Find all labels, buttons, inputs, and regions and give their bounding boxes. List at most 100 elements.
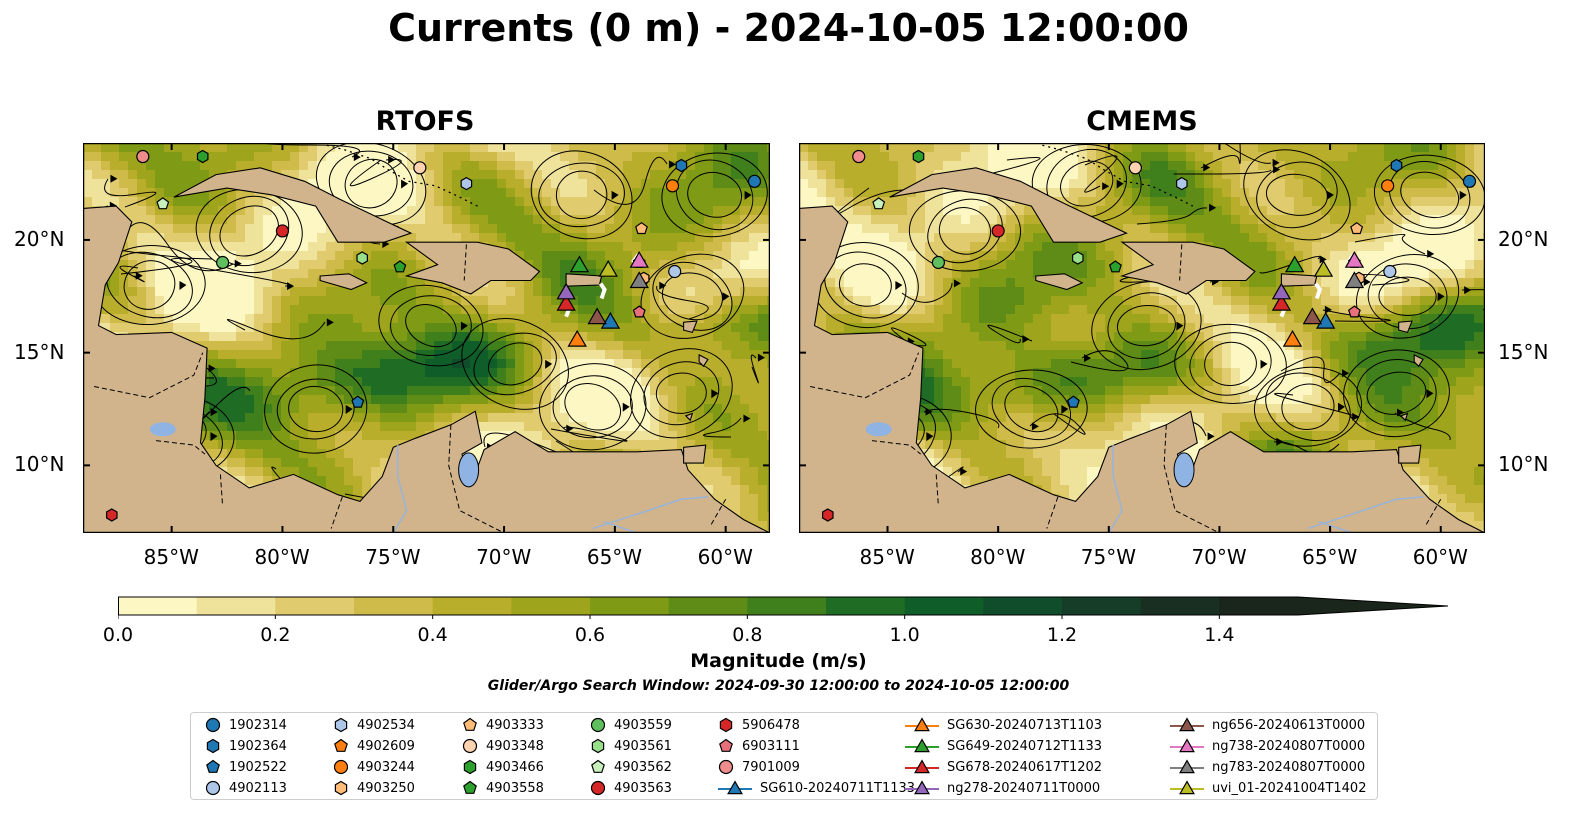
glider-uvi_01-20241004T1402: [598, 259, 618, 277]
lon-tick-label: 65°W: [586, 545, 643, 569]
colorbar-segment: [747, 597, 827, 615]
legend-item: 4903333: [462, 715, 544, 735]
colorbar-segment: [432, 597, 512, 615]
argo-float-4902534: [1176, 176, 1188, 191]
lon-tick-label: 80°W: [254, 545, 310, 569]
glider-legend-marker-icon: [1170, 717, 1204, 732]
legend-symbol: [914, 780, 930, 795]
lon-tick-label: 65°W: [1302, 545, 1358, 569]
legend-item: uvi_01-20241004T1402: [1170, 778, 1366, 798]
lon-tick-label: 60°W: [1412, 545, 1468, 569]
argo-float-4903558: [1108, 260, 1122, 273]
legend-symbol: [463, 759, 477, 775]
colorbar: [118, 596, 1449, 619]
legend-item-label: SG610-20240711T1133: [760, 780, 916, 796]
lon-tick-label: 75°W: [365, 545, 421, 569]
legend-item: SG649-20240712T1133: [905, 736, 1102, 756]
colorbar-segment: [1062, 597, 1142, 615]
colorbar-segment: [511, 597, 591, 615]
argo-float-4903562: [872, 197, 886, 210]
legend-item-label: 6903111: [742, 738, 800, 754]
legend-item-label: ng278-20240711T0000: [947, 780, 1101, 796]
land: [83, 143, 770, 533]
search-window-text: Glider/Argo Search Window: 2024-09-30 12…: [487, 678, 1070, 694]
rtofs-map: [83, 143, 770, 533]
rivers: [1108, 445, 1424, 533]
lat-tick-label: 20°N: [14, 226, 65, 251]
legend-item-label: 4902113: [229, 780, 287, 796]
legend-symbol: [727, 780, 743, 795]
argo-legend-marker-icon: [334, 780, 348, 796]
legend-symbol: [334, 780, 348, 796]
colorbar-segment: [1140, 597, 1220, 615]
legend-item-label: 1902364: [229, 738, 287, 754]
argo-float-5906478: [106, 508, 118, 522]
legend-item: 6903111: [718, 736, 800, 756]
lon-tick-label: 70°W: [1191, 545, 1247, 569]
colorbar-segment: [1219, 597, 1299, 615]
glider-legend-marker-icon: [1170, 780, 1204, 795]
legend-item: 4903558: [462, 778, 544, 798]
glider-SG678-20240617T1202: [1271, 293, 1292, 311]
country-borders: [810, 244, 1442, 533]
legend-item: SG610-20240711T1133: [718, 778, 915, 798]
legend-item: 4903562: [590, 757, 672, 777]
argo-float-4903561: [356, 251, 368, 265]
colorbar-tick-label: 0.6: [574, 624, 606, 646]
glider-ng656-20240613T0000: [1302, 307, 1323, 325]
legend-item-label: 4903559: [614, 717, 672, 733]
argo-float-4903558: [393, 260, 407, 273]
argo-float-4903333: [1350, 221, 1364, 235]
argo-float-4903244: [1381, 179, 1395, 193]
colorbar-tick-label: 1.0: [889, 624, 920, 646]
argo-float-4903244: [665, 179, 680, 193]
colorbar-tick-label: 1.2: [1046, 624, 1078, 646]
glider-legend-marker-icon: [1170, 738, 1204, 753]
lake-maracaibo: [1173, 452, 1195, 488]
legend-item-label: 5906478: [742, 717, 800, 733]
argo-legend-marker-icon: [333, 759, 349, 775]
argo-float-1902314: [1462, 174, 1477, 188]
glider-ng278-20240711T0000: [556, 282, 576, 300]
colorbar-tick-label: 0.8: [732, 624, 763, 646]
legend-symbol: [914, 738, 930, 753]
bahamas-islands: [1042, 144, 1194, 207]
argo-legend-marker-icon: [334, 738, 348, 752]
legend-symbol: [1179, 759, 1195, 774]
legend-item-label: SG649-20240712T1133: [947, 738, 1103, 754]
colorbar-segment: [904, 597, 984, 615]
map-border: [83, 143, 770, 533]
lon-tick-label: 80°W: [970, 545, 1026, 569]
argo-legend-marker-icon: [463, 780, 477, 794]
glider-SG610-20240711T1133: [1315, 311, 1336, 329]
figure-title: Currents (0 m) - 2024-10-05 12:00:00: [388, 6, 1189, 50]
legend-item-label: 4903561: [614, 738, 672, 754]
colorbar-segment: [196, 597, 276, 615]
lon-tick-label: 70°W: [476, 545, 532, 569]
legend-item: 4903559: [590, 715, 672, 735]
legend-item-label: 1902314: [229, 717, 287, 733]
legend-symbol: [914, 717, 930, 732]
legend-symbol: [591, 759, 605, 773]
argo-legend-marker-icon: [463, 717, 477, 731]
legend-item: 1902314: [205, 715, 287, 735]
legend-symbol: [590, 780, 606, 796]
glider-SG630-20240713T1103: [1282, 329, 1303, 347]
glider-ng783-20240807T0000: [629, 271, 649, 289]
argo-float-4903559: [216, 255, 230, 270]
legend-item: 5906478: [718, 715, 800, 735]
legend-item: SG630-20240713T1103: [905, 715, 1102, 735]
map-border: [799, 143, 1485, 533]
colorbar-tick-label: 0.0: [102, 624, 134, 646]
legend-item: ng278-20240711T0000: [905, 778, 1100, 798]
legend-item: 7901009: [718, 757, 800, 777]
colorbar-extend-arrow: [1298, 597, 1448, 615]
legend-symbol: [1179, 780, 1195, 795]
legend-symbol: [206, 759, 220, 773]
colorbar-label: Magnitude (m/s): [690, 650, 867, 672]
colorbar-outline: [118, 596, 1449, 616]
lon-tick-label: 60°W: [697, 545, 753, 569]
glider-SG678-20240617T1202: [556, 293, 576, 311]
legend-symbol: [205, 717, 221, 733]
legend-item-label: 1902522: [229, 759, 287, 775]
